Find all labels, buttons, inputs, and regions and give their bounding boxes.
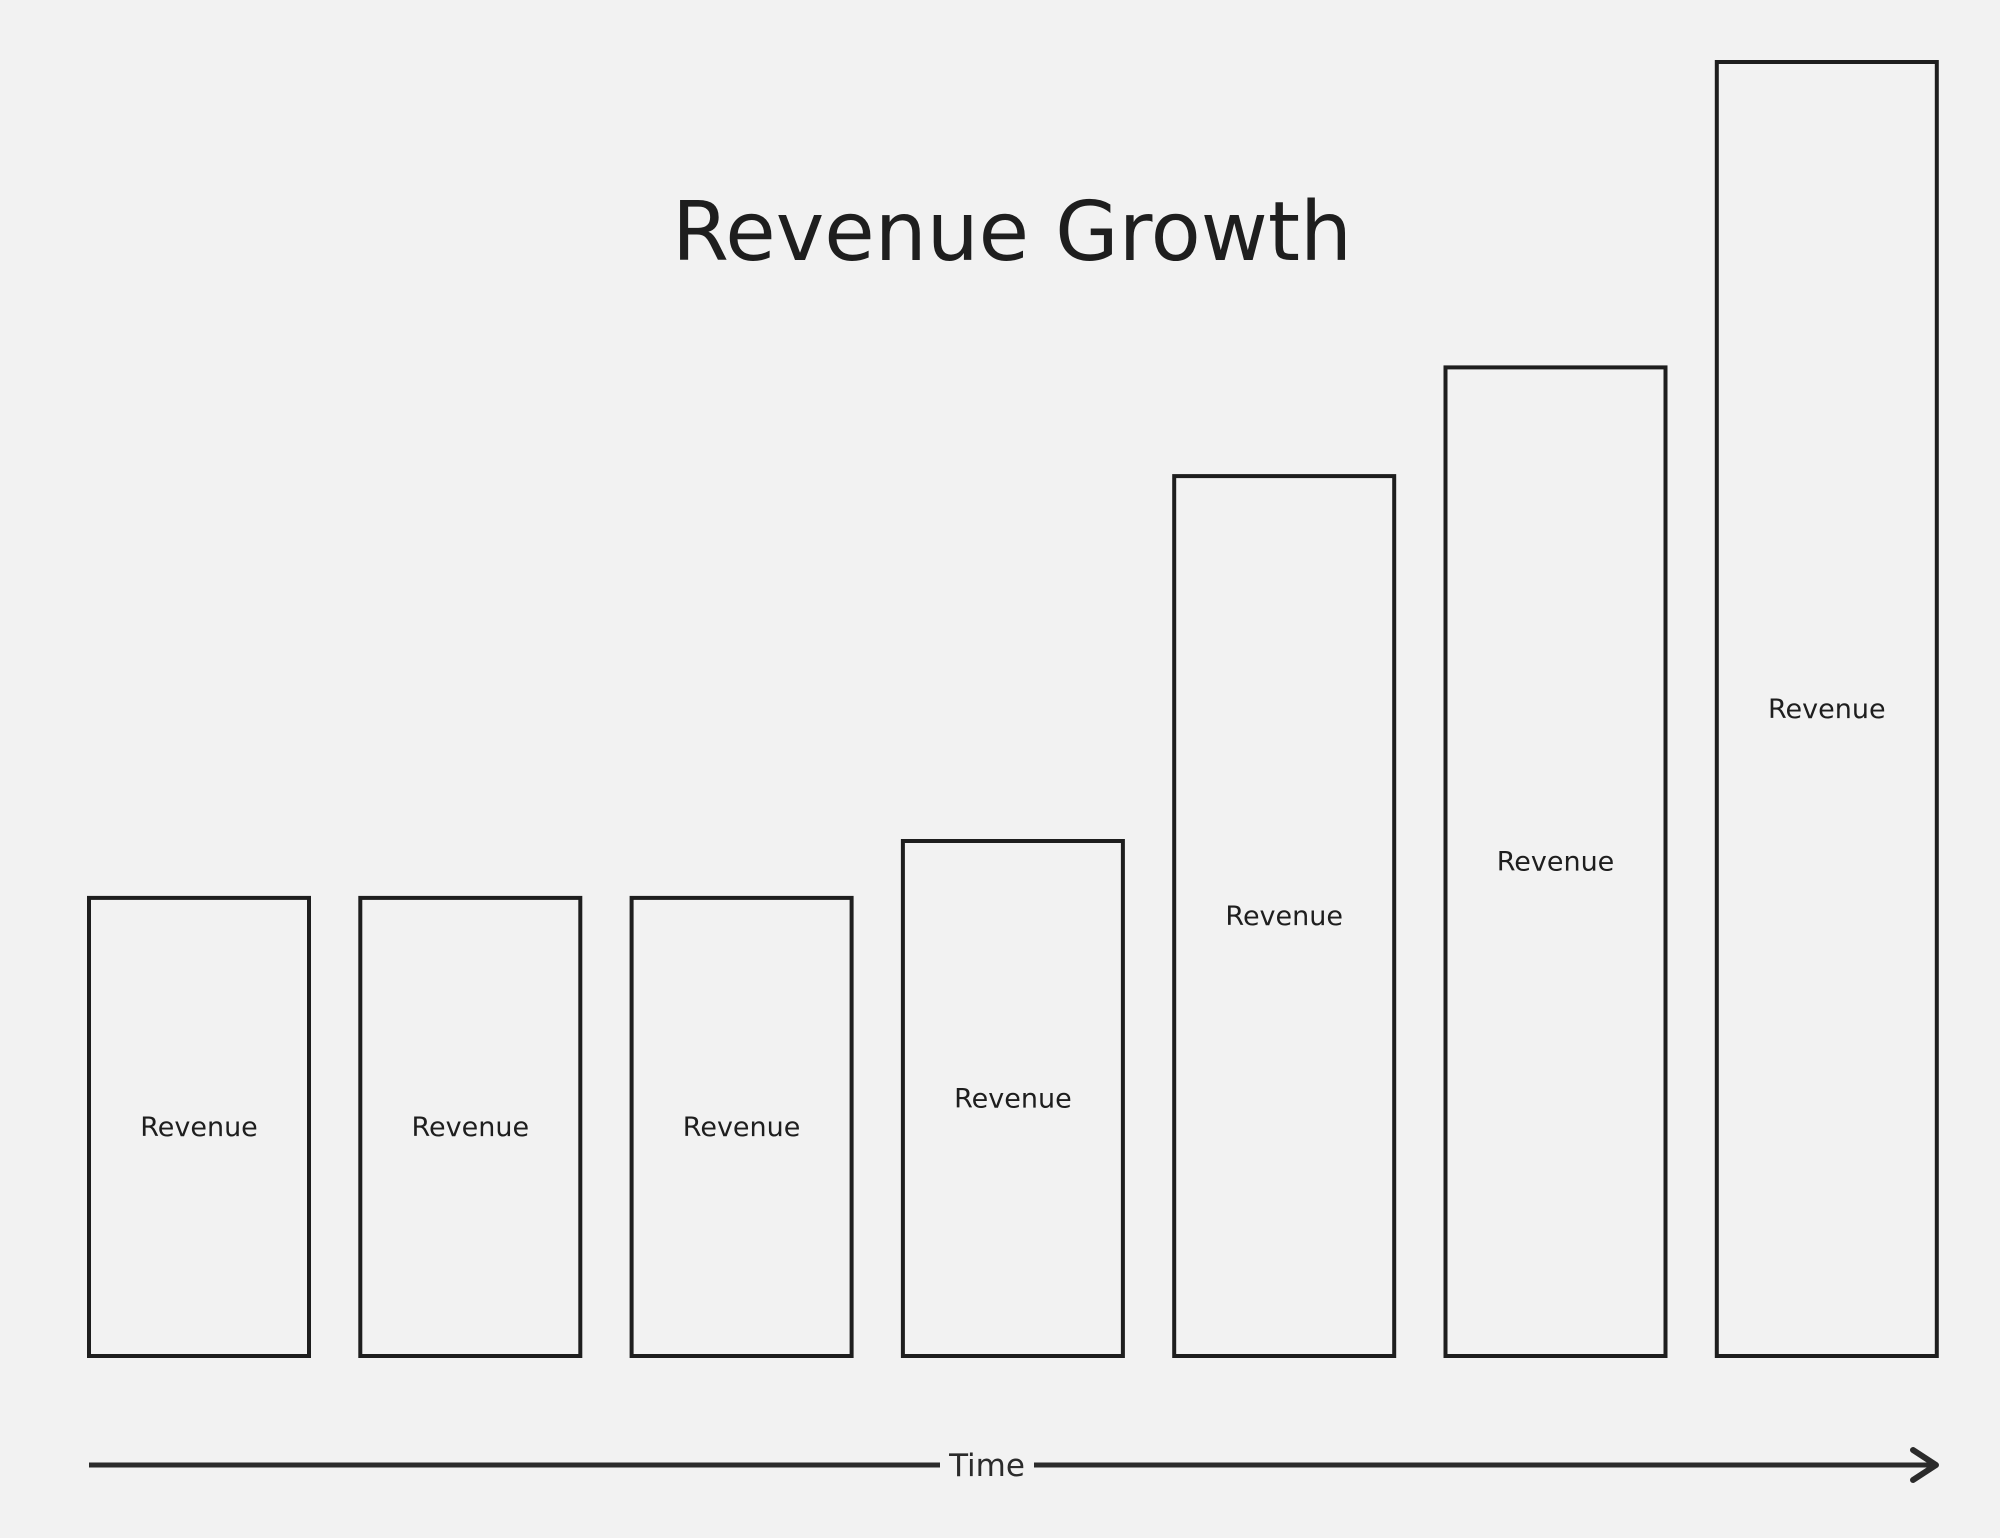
- chart-title: Revenue Growth: [672, 185, 1352, 280]
- bar-4: [900, 839, 1125, 1358]
- bar-label-4: Revenue: [954, 1084, 1072, 1115]
- bar-3: [629, 895, 854, 1359]
- bar-5: [1172, 474, 1397, 1359]
- bar-7: [1714, 60, 1939, 1358]
- bar-label-6: Revenue: [1497, 847, 1615, 878]
- bar-label-7: Revenue: [1768, 694, 1886, 725]
- bar-label-2: Revenue: [412, 1112, 530, 1143]
- bar-label-5: Revenue: [1225, 901, 1343, 932]
- bar-2: [358, 895, 583, 1359]
- bar-label-1: Revenue: [140, 1112, 258, 1143]
- bar-1: [87, 895, 311, 1359]
- x-axis-label: Time: [948, 1448, 1025, 1484]
- time-axis-arrowhead-icon: [1910, 1447, 1939, 1483]
- bar-label-3: Revenue: [683, 1112, 801, 1143]
- bars-group: Revenue Revenue Revenue Revenue Revenue Reven…: [87, 60, 1939, 1359]
- time-axis: Time: [89, 1447, 1939, 1484]
- bar-6: [1443, 365, 1668, 1358]
